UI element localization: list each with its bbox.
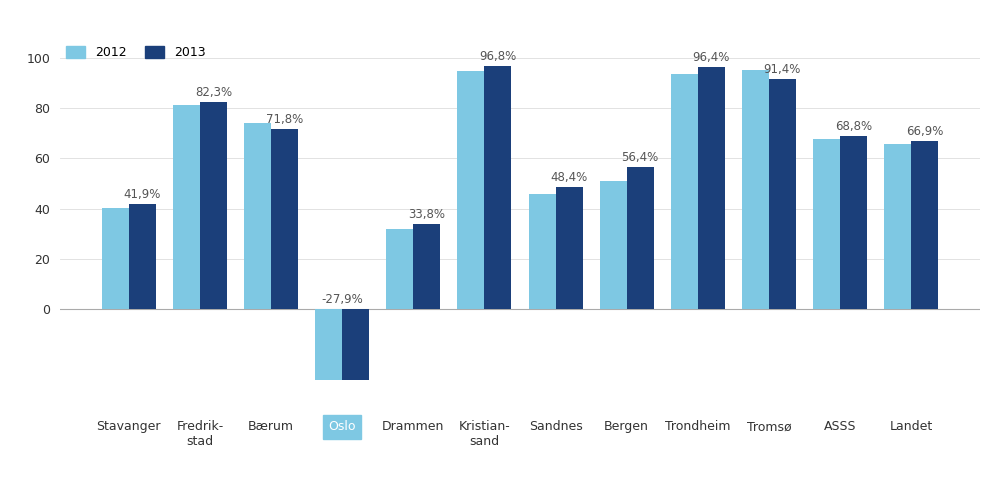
Text: 71,8%: 71,8% <box>266 112 303 126</box>
Text: 33,8%: 33,8% <box>408 208 445 221</box>
Bar <box>386 229 413 310</box>
Text: 96,4%: 96,4% <box>693 50 730 64</box>
Bar <box>840 136 867 310</box>
Text: 66,9%: 66,9% <box>906 125 943 138</box>
Text: 41,9%: 41,9% <box>124 188 161 201</box>
Bar <box>413 224 440 310</box>
Text: 56,4%: 56,4% <box>622 152 659 164</box>
Bar <box>244 123 271 310</box>
Bar <box>911 141 938 310</box>
Bar <box>315 310 342 380</box>
Text: 82,3%: 82,3% <box>195 86 232 99</box>
Text: 48,4%: 48,4% <box>550 172 588 184</box>
Bar <box>173 106 200 310</box>
Bar <box>698 66 725 310</box>
Bar <box>813 140 840 310</box>
Bar <box>884 144 911 310</box>
Bar <box>769 80 796 310</box>
Bar <box>627 168 654 310</box>
Bar <box>484 66 511 310</box>
Bar <box>271 128 298 310</box>
Bar <box>742 70 769 310</box>
Bar <box>342 310 369 380</box>
Legend: 2012, 2013: 2012, 2013 <box>66 46 206 59</box>
Bar <box>671 74 698 310</box>
Bar <box>102 208 129 310</box>
Bar <box>457 72 484 310</box>
Text: 96,8%: 96,8% <box>479 50 517 62</box>
Bar <box>200 102 227 310</box>
Bar <box>600 181 627 310</box>
Bar <box>556 188 583 310</box>
Text: -27,9%: -27,9% <box>321 292 363 306</box>
Bar <box>529 194 556 310</box>
Text: 91,4%: 91,4% <box>764 63 801 76</box>
Bar <box>129 204 156 310</box>
Text: 68,8%: 68,8% <box>835 120 872 133</box>
